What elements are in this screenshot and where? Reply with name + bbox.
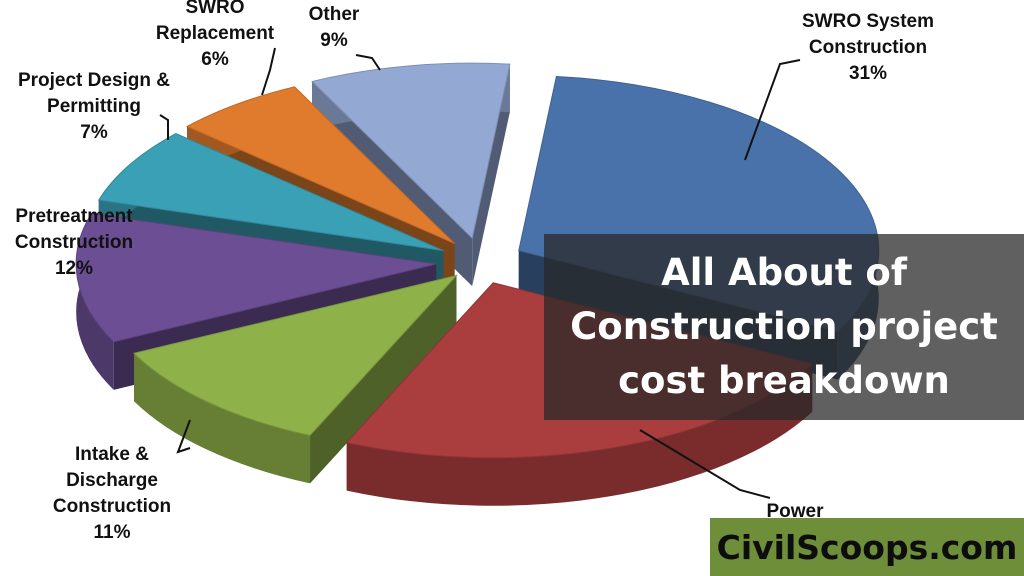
leader-line-3	[176, 419, 191, 454]
overlay-title: All About of Construction project cost b…	[570, 246, 998, 408]
slice-label-1: SWRO System Construction 31%	[802, 11, 934, 84]
overlay-line-1: All About of	[661, 251, 907, 294]
overlay-line-2: Construction project	[570, 305, 998, 348]
slice-label-2: Power	[766, 501, 824, 522]
slice-label-3: Intake & Discharge Construction 11%	[53, 444, 171, 543]
leader-line-1	[744, 59, 801, 161]
brand-text: CivilScoops.com	[716, 527, 1018, 567]
overlay-line-3: cost breakdown	[618, 359, 950, 402]
leader-line-2	[639, 429, 771, 499]
leader-line-6	[261, 47, 276, 96]
slice-label-5: Project Design & Permitting 7%	[18, 70, 170, 143]
leader-line-5	[159, 114, 169, 140]
leader-line-7	[355, 54, 381, 71]
slice-label-7: Other 9%	[309, 4, 360, 51]
slice-label-4: Pretreatment Construction 12%	[15, 206, 133, 279]
pie-slice-3	[133, 274, 458, 484]
title-overlay: All About of Construction project cost b…	[544, 234, 1024, 420]
slice-label-6: SWRO Replacement 6%	[156, 0, 275, 70]
brand-badge: CivilScoops.com	[710, 518, 1024, 576]
